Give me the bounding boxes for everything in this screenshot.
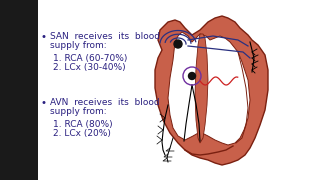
Bar bbox=[0, 0, 38, 180]
Polygon shape bbox=[168, 32, 250, 145]
Text: •: • bbox=[41, 98, 47, 108]
Text: 1. RCA (60-70%): 1. RCA (60-70%) bbox=[53, 54, 127, 63]
Polygon shape bbox=[155, 16, 268, 165]
Text: •: • bbox=[41, 32, 47, 42]
Text: supply from:: supply from: bbox=[50, 41, 107, 50]
Text: 2. LCx (30-40%): 2. LCx (30-40%) bbox=[53, 63, 126, 72]
Circle shape bbox=[174, 40, 182, 48]
Text: AVN  receives  its  blood: AVN receives its blood bbox=[50, 98, 160, 107]
Text: 1. RCA (80%): 1. RCA (80%) bbox=[53, 120, 113, 129]
Text: SAN  receives  its  blood: SAN receives its blood bbox=[50, 32, 160, 41]
Text: 2. LCx (20%): 2. LCx (20%) bbox=[53, 129, 111, 138]
Circle shape bbox=[188, 73, 196, 80]
Text: supply from:: supply from: bbox=[50, 107, 107, 116]
Polygon shape bbox=[195, 34, 208, 143]
